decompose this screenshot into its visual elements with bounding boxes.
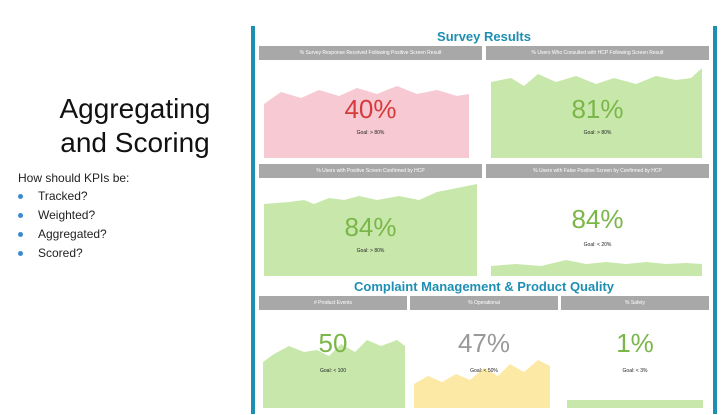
panel-header: % Safety: [561, 296, 709, 310]
bullet-item: Aggregated?: [18, 228, 107, 247]
panel-area-shape: [264, 86, 469, 158]
bullet-dot-icon: [18, 232, 23, 237]
panel-area-chart: [264, 184, 477, 276]
panel-area-shape: [414, 360, 550, 408]
panel-area-chart: [491, 260, 702, 276]
slide-title-line2: and Scoring: [60, 127, 210, 158]
kpi-panel-hcp-consult[interactable]: % Users Who Consulted with HCP Following…: [486, 46, 709, 158]
panel-goal: Goal: > 80%: [356, 248, 385, 254]
panel-value: 47%: [457, 328, 511, 358]
survey-results-title: Survey Results: [437, 29, 531, 44]
bullet-item: Weighted?: [18, 209, 107, 228]
bullet-dot-icon: [18, 251, 23, 256]
bullet-list: Tracked? Weighted? Aggregated? Scored?: [18, 190, 107, 266]
panel-area-shape: [491, 68, 702, 158]
panel-area-chart: [414, 360, 550, 408]
complaint-management-title: Complaint Management & Product Quality: [353, 279, 615, 294]
kpi-panel-false-positive[interactable]: % Users with False Positive Screen by Co…: [486, 164, 709, 276]
panel-area-chart: [263, 340, 405, 408]
panel-value: 1%: [616, 328, 654, 358]
panel-header: % Operational: [410, 296, 558, 310]
panel-value: 84%: [571, 204, 624, 234]
panel-goal: Goal: < 3%: [622, 368, 648, 374]
panel-area-chart: [264, 86, 469, 158]
panel-area-shape: [264, 184, 477, 276]
panel-header: % Users with False Positive Screen by Co…: [486, 164, 709, 178]
kpi-panel-product-events[interactable]: # Product Events 50 Goal: < 100: [259, 296, 407, 408]
panel-area-chart: [491, 68, 702, 158]
panel-header: % Users Who Consulted with HCP Following…: [486, 46, 709, 60]
question-text: How should KPIs be:: [18, 171, 130, 185]
panel-area-chart: [567, 400, 703, 408]
panel-header: # Product Events: [259, 296, 407, 310]
panel-value: 50: [318, 328, 348, 358]
kpi-panel-operational[interactable]: % Operational 47% Goal: < 50%: [410, 296, 558, 408]
panel-goal: Goal: < 20%: [583, 242, 612, 248]
panel-goal: Goal: > 80%: [356, 130, 385, 136]
kpi-dashboard: Survey Results % Survey Response Receive…: [251, 26, 717, 414]
panel-goal: Goal: > 80%: [583, 130, 612, 136]
panel-area-shape: [491, 260, 702, 276]
panel-goal: Goal: < 100: [320, 368, 346, 374]
bullet-dot-icon: [18, 194, 23, 199]
slide-title: Aggregating and Scoring: [40, 92, 230, 160]
panel-area-shape: [567, 400, 703, 408]
kpi-panel-survey-response[interactable]: % Survey Response Received Following Pos…: [259, 46, 482, 158]
slide-title-line1: Aggregating: [59, 93, 211, 124]
panel-header: % Users with Positive Screen Confirmed b…: [259, 164, 482, 178]
panel-value: 84%: [344, 212, 397, 242]
kpi-panel-positive-confirmed[interactable]: % Users with Positive Screen Confirmed b…: [259, 164, 482, 276]
panel-value: 40%: [344, 94, 397, 124]
bullet-dot-icon: [18, 213, 23, 218]
panel-value: 81%: [571, 94, 624, 124]
kpi-panel-safety[interactable]: % Safety 1% Goal: < 3%: [561, 296, 709, 408]
bullet-item: Scored?: [18, 247, 107, 266]
panel-goal: Goal: < 50%: [470, 368, 498, 374]
bullet-item: Tracked?: [18, 190, 107, 209]
panel-header: % Survey Response Received Following Pos…: [259, 46, 482, 60]
panel-area-shape: [263, 340, 405, 408]
